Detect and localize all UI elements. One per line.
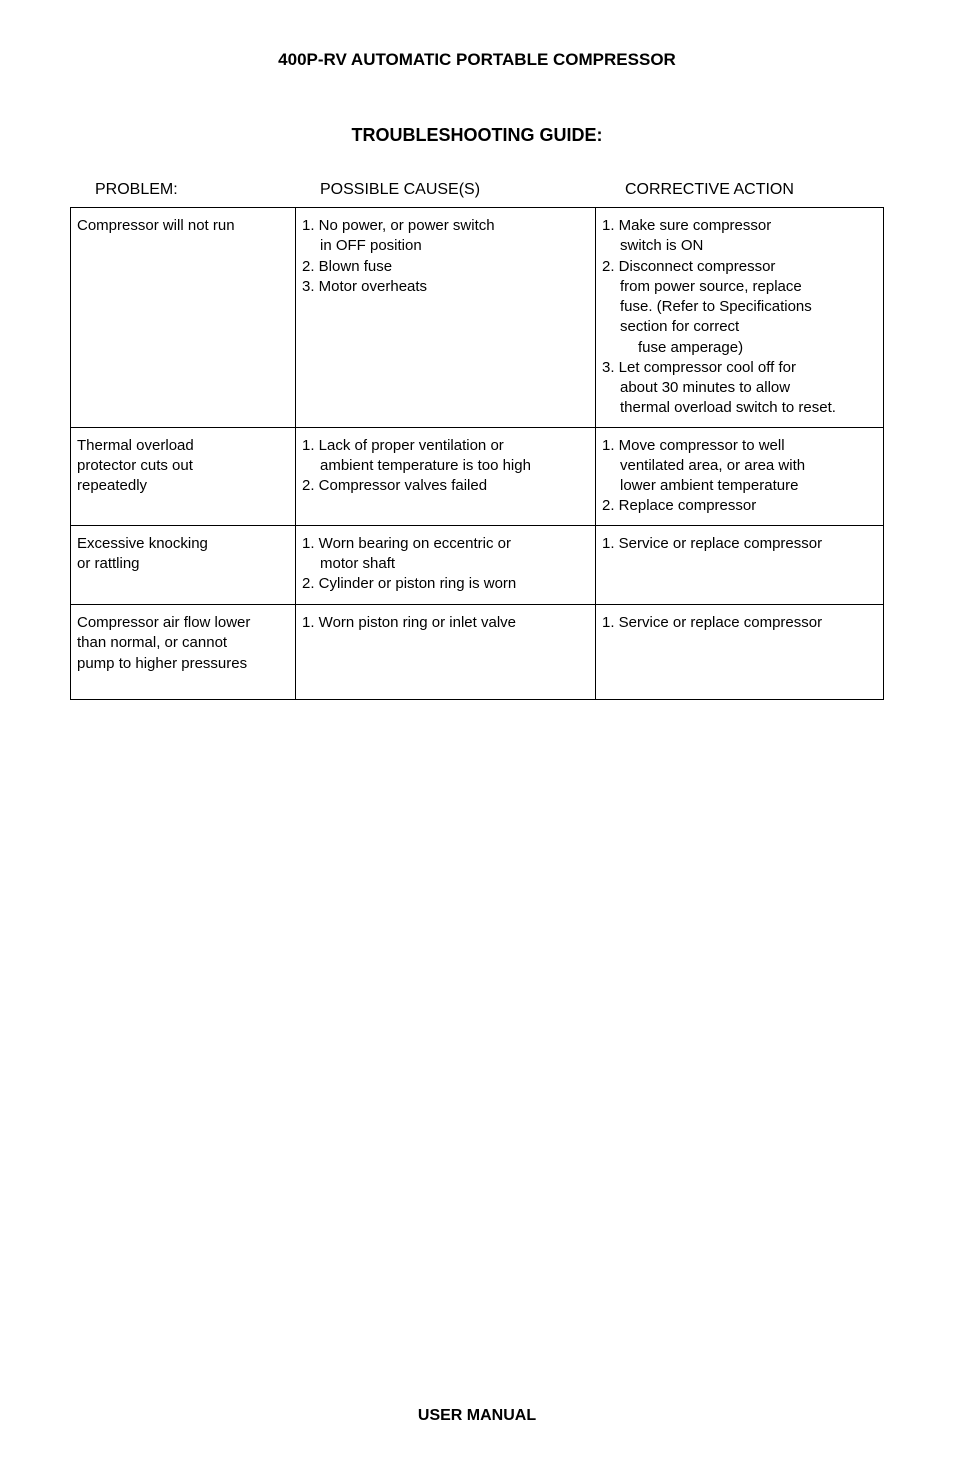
problem-text: pump to higher pressures [77, 654, 289, 674]
cause-line: 2. Cylinder or piston ring is worn [302, 574, 589, 594]
problem-text: Thermal overload [77, 436, 289, 456]
action-line: thermal overload switch to reset. [602, 398, 877, 418]
problem-text: or rattling [77, 554, 289, 574]
cause-line: 1. No power, or power switch [302, 216, 589, 236]
cause-cell: 1. Worn piston ring or inlet valve [296, 605, 596, 700]
action-line: from power source, replace [602, 277, 877, 297]
header-cause: POSSIBLE CAUSE(S) [295, 181, 595, 199]
problem-cell: Thermal overload protector cuts out repe… [71, 427, 296, 525]
cause-cell: 1. No power, or power switch in OFF posi… [296, 208, 596, 428]
product-title: 400P-RV AUTOMATIC PORTABLE COMPRESSOR [70, 50, 884, 70]
cause-line: 2. Blown fuse [302, 257, 589, 277]
header-problem: PROBLEM: [70, 181, 295, 199]
action-line: 1. Make sure compressor [602, 216, 877, 236]
table-row: Excessive knocking or rattling 1. Worn b… [71, 525, 884, 605]
cause-line: 1. Lack of proper ventilation or [302, 436, 589, 456]
action-line: section for correct [602, 317, 877, 337]
action-line: fuse amperage) [602, 338, 877, 358]
action-cell: 1. Make sure compressor switch is ON 2. … [596, 208, 884, 428]
cause-line: 3. Motor overheats [302, 277, 589, 297]
problem-text: Compressor will not run [77, 217, 235, 234]
table-row: Thermal overload protector cuts out repe… [71, 427, 884, 525]
cause-line: in OFF position [302, 236, 589, 256]
table-headers: PROBLEM: POSSIBLE CAUSE(S) CORRECTIVE AC… [70, 181, 884, 199]
problem-text: than normal, or cannot [77, 633, 289, 653]
action-line: ventilated area, or area with [602, 456, 877, 476]
action-line: 2. Disconnect compressor [602, 257, 877, 277]
table-row: Compressor will not run 1. No power, or … [71, 208, 884, 428]
cause-cell: 1. Worn bearing on eccentric or motor sh… [296, 525, 596, 605]
action-line: lower ambient temperature [602, 476, 877, 496]
cause-line: 1. Worn bearing on eccentric or [302, 534, 589, 554]
problem-cell: Compressor will not run [71, 208, 296, 428]
action-line: 2. Replace compressor [602, 496, 877, 516]
action-line: about 30 minutes to allow [602, 378, 877, 398]
action-line: 1. Service or replace compressor [602, 534, 877, 554]
cause-line: 1. Worn piston ring or inlet valve [302, 613, 589, 633]
problem-cell: Compressor air flow lower than normal, o… [71, 605, 296, 700]
action-line: fuse. (Refer to Specifications [602, 297, 877, 317]
problem-cell: Excessive knocking or rattling [71, 525, 296, 605]
problem-text: repeatedly [77, 476, 289, 496]
action-line: switch is ON [602, 236, 877, 256]
cause-line: ambient temperature is too high [302, 456, 589, 476]
action-cell: 1. Service or replace compressor [596, 525, 884, 605]
action-cell: 1. Move compressor to well ventilated ar… [596, 427, 884, 525]
problem-text: Excessive knocking [77, 534, 289, 554]
section-title: TROUBLESHOOTING GUIDE: [70, 125, 884, 146]
cause-line: motor shaft [302, 554, 589, 574]
header-action: CORRECTIVE ACTION [595, 181, 884, 199]
problem-text: Compressor air flow lower [77, 613, 289, 633]
action-cell: 1. Service or replace compressor [596, 605, 884, 700]
problem-text: protector cuts out [77, 456, 289, 476]
action-line: 1. Move compressor to well [602, 436, 877, 456]
cause-line: 2. Compressor valves failed [302, 476, 589, 496]
cause-cell: 1. Lack of proper ventilation or ambient… [296, 427, 596, 525]
footer-label: USER MANUAL [0, 1407, 954, 1425]
table-row: Compressor air flow lower than normal, o… [71, 605, 884, 700]
troubleshooting-table: Compressor will not run 1. No power, or … [70, 207, 884, 700]
action-line: 3. Let compressor cool off for [602, 358, 877, 378]
action-line: 1. Service or replace compressor [602, 613, 877, 633]
